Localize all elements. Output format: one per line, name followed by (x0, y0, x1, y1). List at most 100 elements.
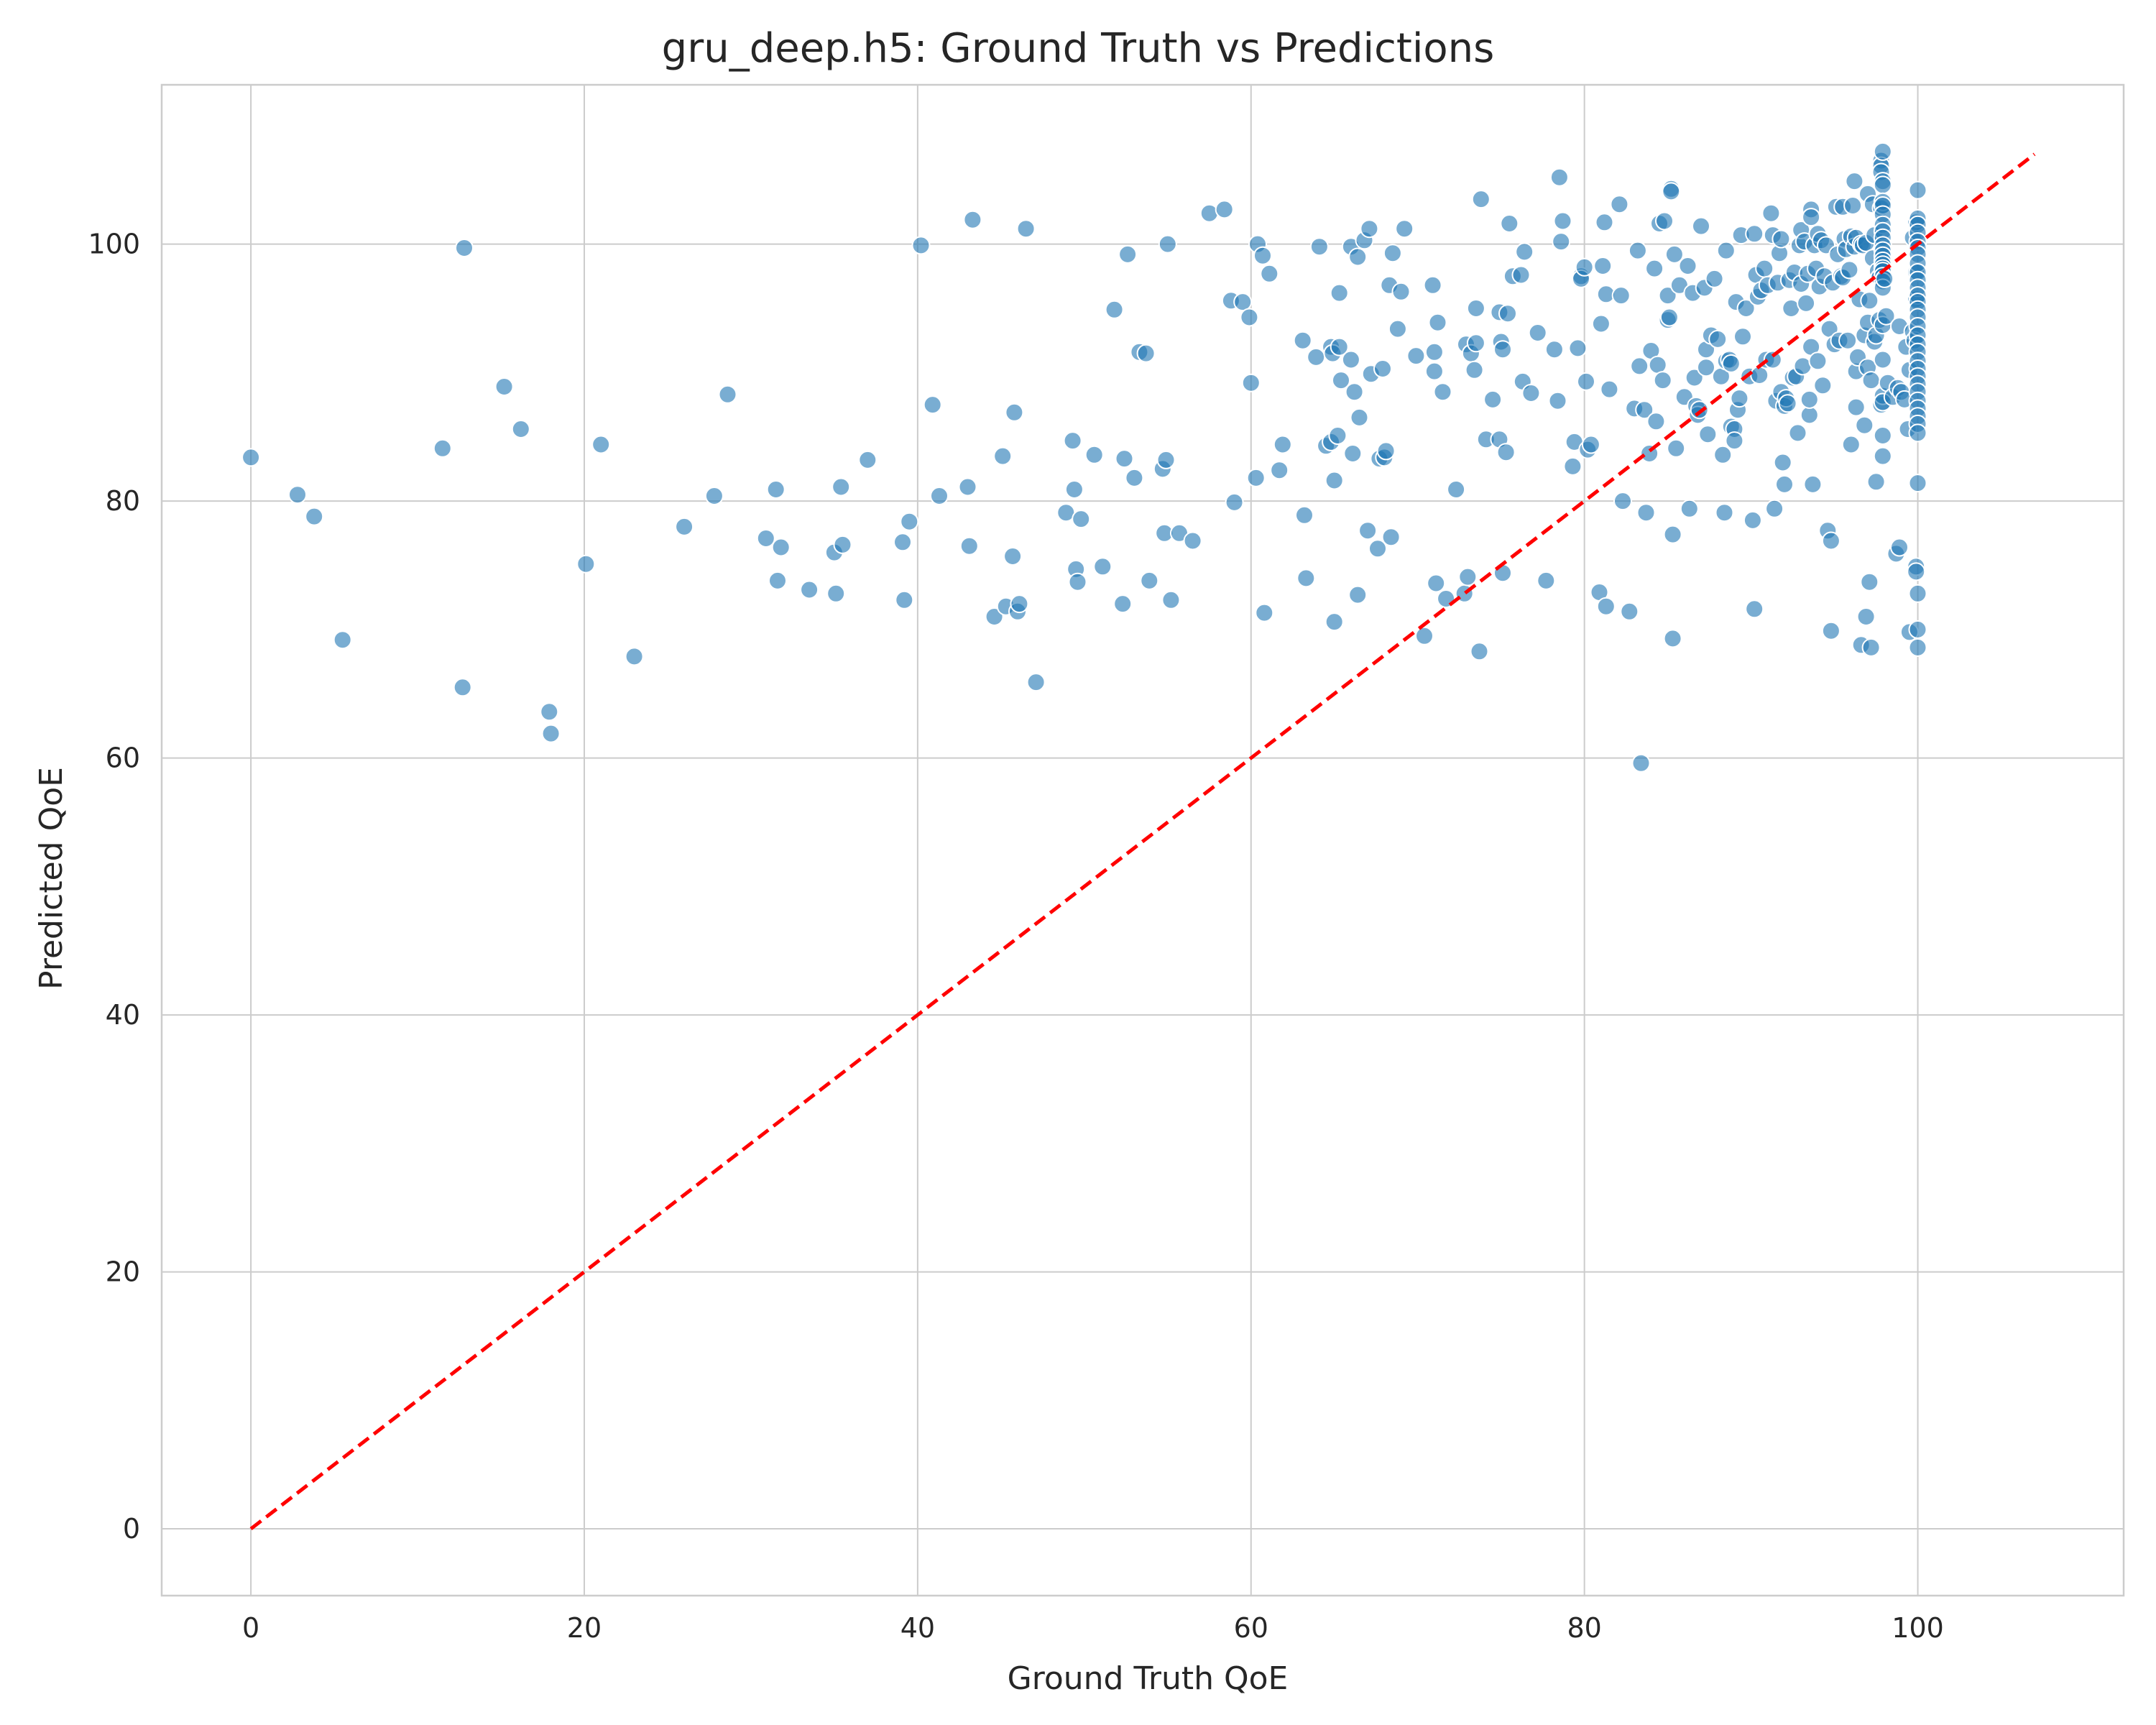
chart-title: gru_deep.h5: Ground Truth vs Predictions (662, 25, 1495, 72)
scatter-point (1873, 446, 1892, 466)
scatter-point (540, 702, 559, 722)
scatter-point (1778, 394, 1797, 413)
scatter-point (1765, 499, 1784, 518)
scatter-point (1136, 344, 1156, 363)
scatter-point (1841, 435, 1861, 454)
scatter-point (1406, 346, 1426, 366)
scatter-point (1800, 390, 1819, 409)
scatter-point (1225, 492, 1244, 512)
scatter-point (1483, 390, 1503, 409)
x-tick-label: 100 (1892, 1612, 1944, 1644)
scatter-point (1373, 359, 1392, 378)
scatter-point (1908, 423, 1927, 443)
scatter-point (1772, 229, 1791, 249)
scatter-point (858, 450, 877, 469)
scatter-point (1755, 259, 1774, 278)
scatter-point (1233, 293, 1253, 312)
scatter-point (511, 420, 530, 438)
scatter-point (1348, 247, 1368, 267)
y-axis-label: Predicted QoE (33, 767, 70, 990)
y-tick-labels: 0 20 40 60 80 100 (88, 229, 140, 1545)
scatter-point (1658, 286, 1677, 305)
scatter-point (1663, 629, 1682, 648)
scatter-point (675, 517, 694, 536)
scatter-point (1016, 219, 1036, 239)
scatter-point (1685, 368, 1704, 387)
scatter-point (1493, 340, 1512, 359)
scatter-point (1003, 547, 1023, 566)
scatter-point (1678, 257, 1697, 275)
scatter-point (1498, 304, 1517, 323)
scatter-point (1063, 431, 1082, 451)
scatter-point (1664, 244, 1684, 264)
scatter-point (1295, 505, 1314, 525)
scatter-point (1908, 584, 1927, 603)
scatter-point (1680, 499, 1699, 518)
scatter-point (1596, 597, 1616, 616)
scatter-point (1591, 314, 1611, 334)
scatter-point (1427, 574, 1446, 593)
scatter-point (831, 477, 851, 497)
scatter-point (1296, 569, 1316, 588)
scatter-point (455, 239, 474, 257)
scatter-point (1876, 306, 1896, 326)
scatter-point (1343, 444, 1363, 463)
scatter-point (1697, 358, 1715, 377)
scatter-point (1662, 182, 1681, 201)
scatter-point (1733, 327, 1752, 346)
scatter-point (1537, 571, 1556, 590)
scatter-point (1593, 257, 1613, 275)
scatter-point (1840, 260, 1859, 280)
scatter-point (1260, 264, 1279, 283)
scatter-point (756, 529, 775, 548)
scatter-point (1645, 259, 1664, 278)
scatter-point (1470, 642, 1489, 661)
scatter-point (576, 554, 596, 574)
scatter-point (591, 435, 611, 454)
scatter-point (1424, 362, 1444, 381)
scatter-point (1330, 337, 1349, 356)
scatter-point (1273, 435, 1292, 454)
scatter-point (1447, 480, 1466, 499)
scatter-point (1521, 384, 1541, 402)
x-tick-label: 60 (1234, 1612, 1268, 1644)
scatter-point (1861, 638, 1881, 657)
scatter-point (333, 630, 352, 650)
scatter-point (985, 607, 1004, 626)
scatter-point (1307, 347, 1326, 367)
scatter-point (1068, 572, 1087, 592)
scatter-point (1745, 224, 1764, 244)
scatter-point (1246, 468, 1266, 487)
scatter-point (1908, 620, 1927, 639)
scatter-point (1788, 423, 1807, 443)
scatter-point (1873, 426, 1892, 445)
scatter-point (1341, 350, 1360, 369)
scatter-point (1750, 366, 1769, 385)
scatter-point (1873, 350, 1892, 369)
scatter-point (1388, 319, 1407, 339)
scatter-point (1215, 200, 1234, 219)
scatter-point (1064, 480, 1084, 499)
scatter-point (1715, 503, 1734, 523)
scatter-point (923, 395, 942, 415)
scatter-point (1628, 241, 1647, 260)
scatter-point (1821, 621, 1841, 640)
scatter-point (1908, 474, 1927, 493)
scatter-point (1663, 525, 1682, 544)
x-tick-label: 80 (1567, 1612, 1601, 1644)
scatter-point (1716, 241, 1736, 260)
scatter-point (895, 590, 914, 610)
scatter-point (958, 477, 977, 497)
scatter-point (1332, 371, 1350, 390)
scatter-point (718, 385, 737, 404)
y-tick-label: 100 (88, 229, 140, 260)
scatter-point (1368, 539, 1387, 558)
scatter-point (1072, 510, 1091, 529)
scatter-point (1496, 443, 1516, 462)
scatter-point (1730, 389, 1749, 408)
scatter-point (1010, 594, 1029, 614)
x-tick-label: 20 (567, 1612, 602, 1644)
scatter-point (1552, 232, 1571, 252)
scatter-point (1692, 216, 1710, 236)
